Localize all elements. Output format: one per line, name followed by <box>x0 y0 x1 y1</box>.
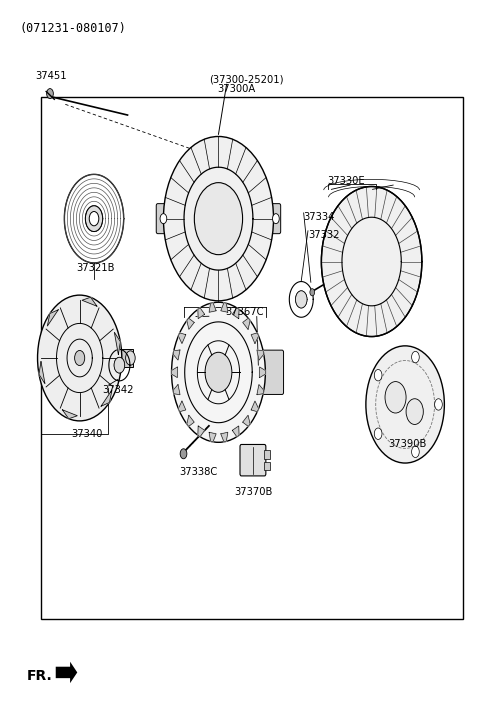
Circle shape <box>85 205 103 231</box>
Circle shape <box>194 183 242 255</box>
Text: 37332: 37332 <box>308 230 339 240</box>
Polygon shape <box>260 367 265 377</box>
Text: 37300A: 37300A <box>217 84 256 95</box>
Bar <box>264 462 270 470</box>
Polygon shape <box>187 318 194 329</box>
Text: (37300-25201): (37300-25201) <box>209 74 283 84</box>
Polygon shape <box>198 308 204 319</box>
Circle shape <box>163 137 274 301</box>
Text: 37330E: 37330E <box>327 175 365 185</box>
Text: 37367C: 37367C <box>226 306 264 316</box>
Circle shape <box>37 295 122 421</box>
Text: 37390B: 37390B <box>388 439 427 449</box>
Text: 37340: 37340 <box>72 430 103 440</box>
Polygon shape <box>243 415 250 427</box>
Text: FR.: FR. <box>27 669 53 683</box>
Polygon shape <box>221 303 228 312</box>
FancyBboxPatch shape <box>267 203 281 233</box>
Polygon shape <box>198 426 204 437</box>
Polygon shape <box>173 350 180 360</box>
Polygon shape <box>171 367 177 377</box>
Polygon shape <box>179 401 186 412</box>
Polygon shape <box>39 362 45 384</box>
Polygon shape <box>209 303 216 312</box>
Circle shape <box>296 291 307 308</box>
Polygon shape <box>257 384 264 395</box>
Circle shape <box>273 213 279 223</box>
Text: 37451: 37451 <box>36 71 67 81</box>
Circle shape <box>374 428 382 440</box>
Polygon shape <box>82 297 97 306</box>
Circle shape <box>114 357 125 373</box>
Circle shape <box>412 352 419 363</box>
Text: 37338C: 37338C <box>179 468 217 478</box>
Polygon shape <box>232 426 239 437</box>
Circle shape <box>205 352 232 392</box>
Circle shape <box>310 289 315 296</box>
Polygon shape <box>257 350 264 360</box>
Polygon shape <box>179 333 186 344</box>
Text: 37334: 37334 <box>304 212 335 222</box>
Polygon shape <box>62 410 77 419</box>
Bar <box>41 97 463 619</box>
Bar <box>120 349 133 367</box>
FancyBboxPatch shape <box>156 203 169 233</box>
Circle shape <box>322 186 422 337</box>
Polygon shape <box>173 384 180 395</box>
Circle shape <box>126 351 135 365</box>
Circle shape <box>89 211 99 226</box>
FancyBboxPatch shape <box>190 155 247 191</box>
Circle shape <box>47 89 53 99</box>
Polygon shape <box>187 415 194 427</box>
Circle shape <box>435 399 442 410</box>
Circle shape <box>374 369 382 381</box>
Text: 37342: 37342 <box>103 385 134 395</box>
Text: 37321B: 37321B <box>76 263 114 273</box>
FancyBboxPatch shape <box>240 445 266 476</box>
Polygon shape <box>56 662 77 683</box>
Bar <box>264 450 270 459</box>
Circle shape <box>366 346 444 463</box>
Polygon shape <box>114 332 120 354</box>
Circle shape <box>160 213 167 223</box>
Polygon shape <box>251 401 259 412</box>
Circle shape <box>412 446 419 458</box>
Polygon shape <box>209 432 216 442</box>
Polygon shape <box>232 308 239 319</box>
Polygon shape <box>251 333 259 344</box>
Text: 37370B: 37370B <box>234 487 272 497</box>
Circle shape <box>171 302 265 442</box>
Circle shape <box>385 382 406 413</box>
Circle shape <box>180 449 187 459</box>
FancyBboxPatch shape <box>259 350 284 395</box>
Polygon shape <box>243 318 250 329</box>
Polygon shape <box>221 432 228 442</box>
Circle shape <box>74 350 84 366</box>
Text: (071231-080107): (071231-080107) <box>20 22 127 35</box>
Polygon shape <box>101 390 112 406</box>
Circle shape <box>406 399 423 425</box>
Polygon shape <box>48 310 58 326</box>
